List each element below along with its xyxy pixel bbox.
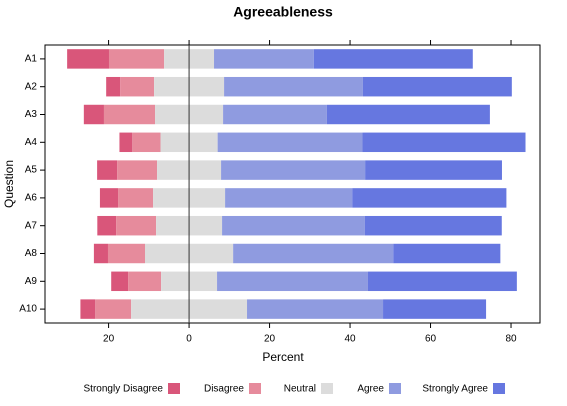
legend-swatch xyxy=(249,383,261,394)
x-tick-label: 0 xyxy=(186,334,192,345)
legend-label: Strongly Disagree xyxy=(84,384,164,395)
legend-swatch xyxy=(168,383,180,394)
bar-segment xyxy=(132,132,161,153)
y-tick-label: A5 xyxy=(25,165,38,176)
legend-swatch xyxy=(493,383,505,394)
bar-segment xyxy=(111,271,129,292)
bar-segment xyxy=(117,160,158,180)
bar-segment xyxy=(217,132,363,153)
legend-label: Agree xyxy=(357,384,384,395)
bar-segment xyxy=(326,104,490,125)
x-tick-label: 40 xyxy=(344,334,356,345)
bar-segment xyxy=(97,215,117,236)
bar-segment xyxy=(83,104,104,125)
bar-segment xyxy=(95,299,132,319)
bar-segment xyxy=(116,215,157,236)
bar-segment xyxy=(367,271,517,292)
x-tick-label: 20 xyxy=(103,334,115,345)
bar-segment xyxy=(224,76,363,97)
y-tick-label: A6 xyxy=(25,193,38,204)
y-tick-label: A3 xyxy=(25,109,38,120)
bar-segment xyxy=(362,76,512,97)
bar-segment xyxy=(364,215,502,236)
bar-segment xyxy=(103,104,156,125)
bar-segment xyxy=(80,299,96,319)
bar-segment xyxy=(393,243,501,264)
bar-segment xyxy=(222,215,365,236)
y-tick-label: A7 xyxy=(25,220,38,231)
y-axis-title: Question xyxy=(2,160,16,208)
chart-title: Agreeableness xyxy=(233,4,333,20)
bar-segment xyxy=(217,271,368,292)
plot-frame xyxy=(44,44,541,324)
legend-swatch xyxy=(389,383,401,394)
bar-segment xyxy=(383,299,487,319)
bar-segment xyxy=(107,243,146,264)
bar-segment xyxy=(97,160,118,180)
bar-segment xyxy=(365,160,502,180)
x-tick-label: 60 xyxy=(425,334,437,345)
y-tick-label: A2 xyxy=(25,81,38,92)
bar-segment xyxy=(221,160,366,180)
bar-segment xyxy=(313,49,473,69)
x-axis-title: Percent xyxy=(262,350,304,364)
bar-segment xyxy=(128,271,162,292)
legend-label: Neutral xyxy=(284,384,316,395)
legend-label: Disagree xyxy=(204,384,244,395)
bar-segment xyxy=(223,104,327,125)
bar-segment xyxy=(99,188,119,208)
bar-segment xyxy=(118,188,154,208)
bar-segment xyxy=(106,76,121,97)
y-tick-label: A8 xyxy=(25,248,38,259)
x-tick-label: 20 xyxy=(264,334,276,345)
legend-label: Strongly Agree xyxy=(422,384,488,395)
bar-segment xyxy=(108,49,165,69)
x-tick-label: 80 xyxy=(505,334,517,345)
bar-segment xyxy=(214,49,314,69)
y-tick-label: A1 xyxy=(25,54,38,65)
bar-segment xyxy=(119,132,133,153)
bar-segment xyxy=(120,76,155,97)
bar-segment xyxy=(247,299,384,319)
bar-segment xyxy=(225,188,353,208)
bar-segment xyxy=(67,49,109,69)
bar-segment xyxy=(93,243,108,264)
y-tick-label: A10 xyxy=(19,304,37,315)
bar-segment xyxy=(233,243,394,264)
bar-segment xyxy=(352,188,507,208)
bar-segment xyxy=(362,132,526,153)
y-tick-label: A9 xyxy=(25,276,38,287)
y-tick-label: A4 xyxy=(25,137,38,148)
legend-swatch xyxy=(321,383,333,394)
